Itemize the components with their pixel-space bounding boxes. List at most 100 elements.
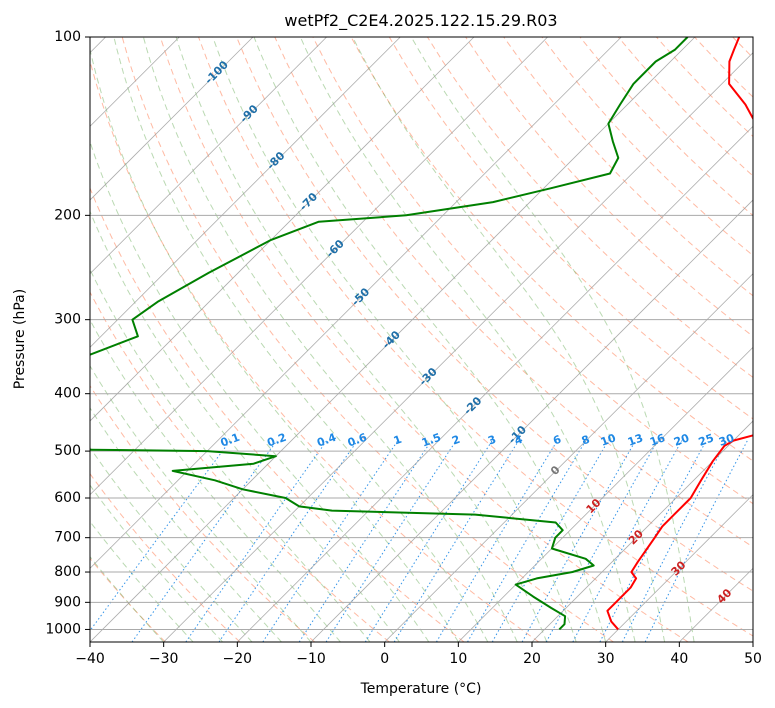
dry-adiabat: [656, 37, 753, 138]
isotherm-label: -80: [264, 149, 287, 172]
moist-adiabat: [299, 37, 636, 642]
mixing-ratio-line: [185, 440, 328, 642]
line-labels: -100-90-80-70-60-50-40-30-20-10010203040…: [202, 58, 736, 606]
isotherm-line: [90, 37, 548, 496]
dry-adiabat: [90, 186, 465, 642]
x-axis: −40 −30 −20 −10 0 10 20 30 40 50: [75, 642, 762, 667]
dry-adiabat: [121, 37, 614, 642]
mixing-ratio-label: 4: [513, 433, 525, 448]
y-tick-label: 400: [54, 386, 81, 402]
moist-adiabat: [175, 37, 548, 642]
mixing-ratio-label: 2: [450, 433, 462, 448]
isotherm-line: [458, 346, 753, 642]
dry-adiabat: [90, 59, 540, 642]
y-axis: 100 200 300 400 500 600 700 800 900 1000: [45, 29, 90, 637]
mixing-ratio-label: 1: [392, 433, 404, 448]
mixing-ratio-label: 16: [648, 431, 667, 449]
moist-adiabat: [212, 37, 577, 642]
temperature-profile: [606, 37, 753, 631]
dry-adiabat: [90, 291, 390, 642]
isotherm-line: [163, 52, 753, 642]
isotherm-line: [531, 420, 753, 642]
moist-adiabat: [352, 37, 666, 642]
dry-adiabat: [90, 472, 241, 642]
moist-adiabat: [90, 364, 312, 642]
x-tick-label: −10: [296, 651, 326, 667]
dry-adiabat: [465, 37, 753, 338]
y-tick-label: 800: [54, 564, 81, 580]
x-axis-label: Temperature (°C): [360, 681, 482, 697]
isotherm-line: [237, 125, 753, 642]
x-tick-label: 40: [670, 651, 688, 667]
moist-adiabat: [90, 210, 400, 642]
mixing-ratio-label: 0.4: [315, 431, 338, 450]
x-tick-label: 0: [380, 651, 389, 667]
isotherm-label: 40: [714, 586, 734, 606]
dry-adiabat: [694, 37, 753, 98]
isotherm-label: -60: [324, 237, 347, 260]
dry-adiabat: [771, 37, 775, 642]
mixing-ratio-label: 0.1: [219, 431, 242, 450]
x-tick-label: −20: [223, 651, 253, 667]
mixing-ratio-line: [393, 440, 520, 642]
mixing-ratio-label: 30: [717, 431, 736, 449]
moist-adiabat: [113, 37, 489, 642]
isotherm-line: [90, 37, 401, 348]
isotherm-label: 0: [548, 463, 563, 478]
isotherm-line: [90, 37, 475, 422]
mixing-ratio-label: 10: [599, 431, 618, 449]
moist-adiabat: [90, 140, 430, 642]
dry-adiabat: [541, 37, 753, 257]
isotherm-label: 30: [669, 558, 689, 578]
isotherm-line: [90, 37, 622, 569]
mixing-ratio-label: 13: [626, 431, 645, 448]
mixing-ratio-line: [131, 440, 278, 642]
isotherm-line: [752, 641, 753, 642]
y-tick-label: 200: [54, 207, 81, 223]
x-tick-label: 50: [744, 651, 762, 667]
dry-adiabat: [90, 384, 316, 642]
y-tick-label: 700: [54, 530, 81, 546]
moist-adiabat: [90, 520, 194, 642]
x-tick-label: 20: [523, 651, 541, 667]
mixing-ratio-line: [644, 440, 748, 642]
moist-adiabat: [90, 484, 223, 642]
dry-adiabat: [159, 37, 689, 642]
mixing-ratio-line: [545, 440, 659, 642]
isotherm-line: [384, 273, 753, 642]
moist-adiabat: [142, 37, 518, 642]
isotherm-line: [310, 199, 753, 642]
mixing-ratio-line: [435, 440, 558, 642]
mixing-ratio-line: [262, 440, 399, 642]
isotherm-label: -70: [297, 190, 320, 213]
y-tick-label: 500: [54, 443, 81, 459]
isotherm-label: 20: [626, 527, 646, 547]
y-tick-label: 1000: [45, 621, 81, 637]
pressure-grid: [90, 37, 753, 630]
mixing-ratio-label: 8: [580, 433, 592, 448]
dry-adiabat: [274, 37, 753, 548]
moist-adiabat: [90, 446, 253, 642]
dry-adiabat: [732, 37, 753, 59]
dry-adiabat: [426, 37, 753, 378]
mixing-ratio-label: 3: [486, 433, 498, 448]
mixing-ratio-line: [572, 440, 683, 642]
x-tick-label: 10: [449, 651, 467, 667]
dry-adiabat: [503, 37, 753, 297]
moist-adiabat: [410, 37, 695, 642]
dry-adiabat: [350, 37, 753, 462]
mixing-ratio-label: 1.5: [420, 431, 443, 450]
background-lines: [90, 37, 775, 642]
isotherm-line: [605, 494, 753, 642]
mixing-ratio-label: 6: [551, 433, 563, 448]
moist-adiabat: [90, 47, 459, 642]
x-tick-label: 30: [597, 651, 615, 667]
dry-adiabat: [388, 37, 753, 420]
mixing-ratio-line: [491, 440, 609, 642]
moist-adiabat: [90, 407, 282, 642]
mixing-ratio-line: [521, 440, 637, 642]
moist-adiabat: [90, 319, 341, 642]
isotherm-line: [90, 37, 254, 201]
y-tick-label: 900: [54, 594, 81, 610]
